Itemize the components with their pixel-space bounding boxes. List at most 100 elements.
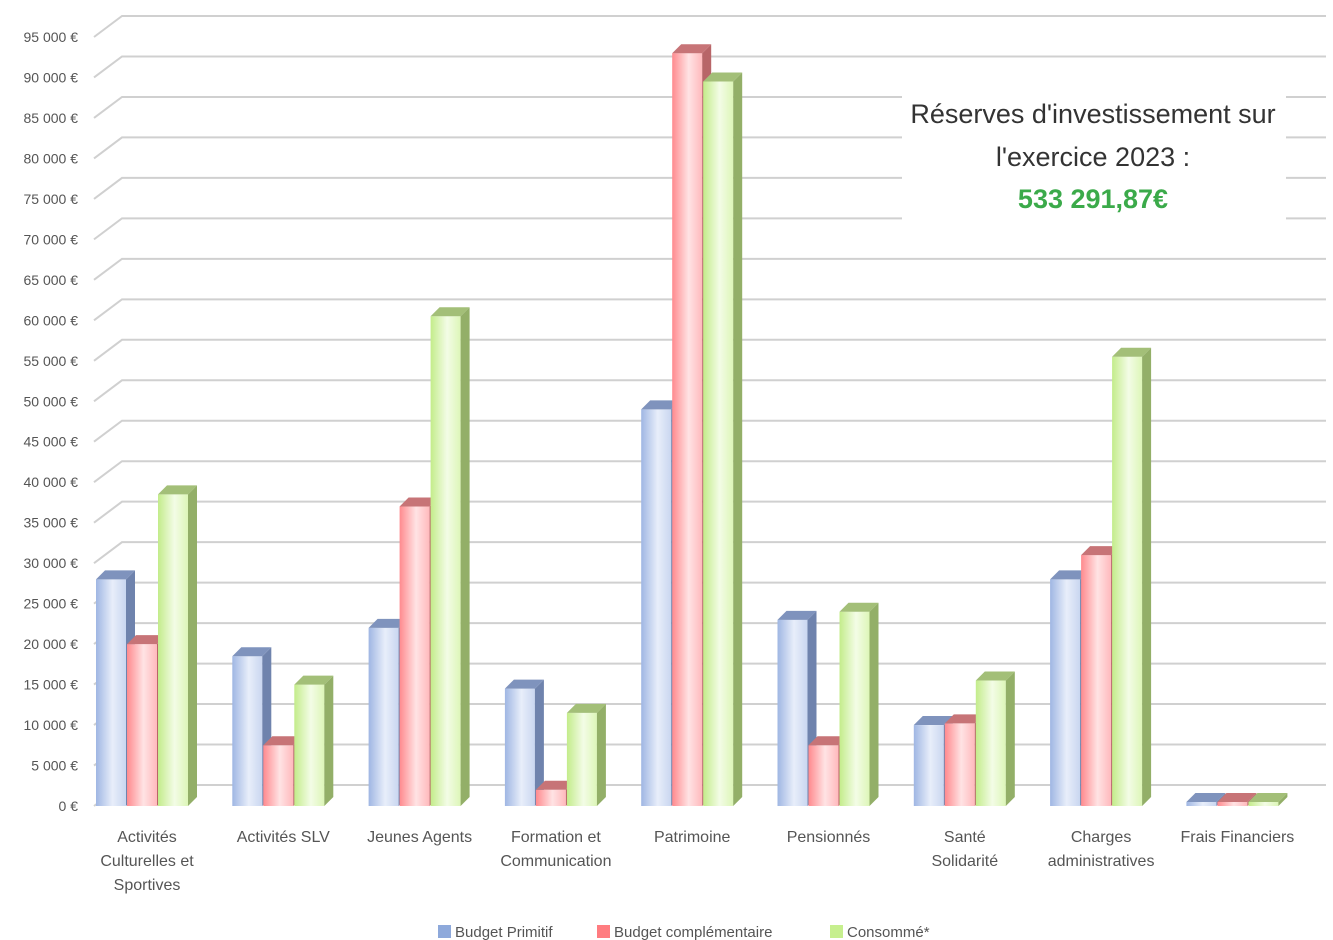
y-tick-label: 95 000 € [24, 29, 79, 45]
bar-front [672, 53, 703, 807]
bar-front [368, 627, 399, 806]
bar-front [127, 644, 157, 806]
y-tick-label: 65 000 € [24, 272, 79, 288]
bar-side [534, 679, 544, 806]
bar-front [944, 723, 975, 806]
legend-label-budget-primitif: Budget Primitif [455, 924, 553, 940]
bar-front [566, 712, 597, 806]
bar-front [975, 680, 1006, 806]
y-tick-label: 30 000 € [24, 555, 79, 571]
bar-top [839, 602, 879, 612]
y-tick-label: 70 000 € [24, 231, 79, 247]
annotation-background [902, 88, 1286, 228]
y-tick-label: 20 000 € [24, 636, 79, 652]
gridline [93, 500, 1326, 524]
bar-top [232, 647, 272, 657]
gridline [93, 55, 1326, 79]
bar-front [913, 725, 944, 806]
bar-top [913, 716, 953, 726]
bar-top [1050, 570, 1090, 580]
legend-label-consomme: Consommé* [847, 924, 930, 940]
category-label: Frais Financiers [1180, 829, 1294, 846]
y-tick-label: 90 000 € [24, 69, 79, 85]
bar-front [1081, 555, 1112, 806]
bar-front [777, 619, 808, 806]
y-tick-label: 5 000 € [31, 758, 78, 774]
category-label: Patrimoine [654, 829, 731, 846]
gridline [93, 379, 1326, 403]
y-axis-ticks: 0 € 5 000 € 10 000 € 15 000 € 20 000 € 25 000… [24, 29, 79, 814]
reserve-annotation: Réserves d'investissement sur l'exercice… [902, 88, 1286, 228]
x-axis-categories: Activités Culturelles et Sportives Activité… [100, 829, 1294, 894]
bar-front [96, 579, 126, 806]
bar-top [975, 671, 1015, 681]
bar-front [158, 494, 188, 806]
y-tick-label: 75 000 € [24, 191, 79, 207]
y-tick-label: 50 000 € [24, 393, 79, 409]
bar-front [232, 656, 263, 806]
category-label: Formation et Communication [500, 829, 611, 870]
bar-top [777, 610, 817, 620]
category-label: Activités SLV [237, 829, 330, 846]
legend-swatch-consomme [830, 925, 843, 938]
bar [566, 703, 606, 806]
bar-side [596, 703, 606, 806]
gridline [93, 15, 1326, 38]
bar-top [96, 570, 135, 580]
y-tick-label: 0 € [59, 798, 79, 814]
legend-swatch-budget-primitif [438, 925, 451, 938]
bar-side [1142, 347, 1152, 806]
bar-top [1081, 546, 1121, 556]
bar-top [808, 736, 848, 746]
bar-top [672, 44, 712, 54]
annotation-value: 533 291,87€ [1018, 184, 1168, 214]
bar [839, 602, 879, 806]
bar-top [263, 736, 303, 746]
bar-top [158, 485, 197, 495]
gridline [93, 419, 1326, 443]
annotation-line-1: Réserves d'investissement sur [910, 99, 1275, 129]
bar-side [733, 72, 743, 806]
category-label: Charges administratives [1048, 829, 1155, 870]
bar-front [839, 611, 870, 806]
bar-front [1186, 801, 1217, 806]
legend-swatch-budget-complementaire [597, 925, 610, 938]
bar-top [1186, 792, 1226, 802]
bar-front [1112, 356, 1143, 806]
bar-top [641, 400, 681, 410]
bar [1248, 792, 1288, 806]
y-tick-label: 60 000 € [24, 312, 79, 328]
bar-top [399, 497, 439, 507]
bar-front [808, 745, 839, 806]
bar-side [1278, 792, 1288, 806]
annotation-line-2: l'exercice 2023 : [996, 142, 1190, 172]
bar [504, 679, 544, 806]
y-tick-label: 55 000 € [24, 353, 79, 369]
bar-front [641, 409, 672, 806]
y-tick-label: 85 000 € [24, 110, 79, 126]
gridline [93, 541, 1326, 564]
bar-top [535, 780, 575, 790]
bar-front [535, 789, 566, 806]
y-tick-label: 10 000 € [24, 717, 79, 733]
bar-top [430, 307, 470, 317]
bar-top [504, 679, 544, 689]
bar-top [703, 72, 743, 82]
bar-front [399, 506, 430, 806]
bar [430, 307, 470, 806]
category-label: Pensionnés [787, 829, 871, 846]
bar-top [1248, 792, 1288, 802]
bar [294, 675, 334, 806]
y-tick-label: 25 000 € [24, 596, 79, 612]
category-label: Jeunes Agents [367, 829, 472, 846]
bar [975, 671, 1015, 806]
bar-top [368, 618, 408, 628]
bar-front [703, 81, 734, 806]
category-label: Activités Culturelles et Sportives [100, 829, 194, 894]
y-tick-label: 40 000 € [24, 474, 79, 490]
bar-front [1248, 801, 1279, 806]
bar-side [324, 675, 334, 806]
bar-top [944, 714, 984, 724]
bar-side [460, 307, 470, 806]
